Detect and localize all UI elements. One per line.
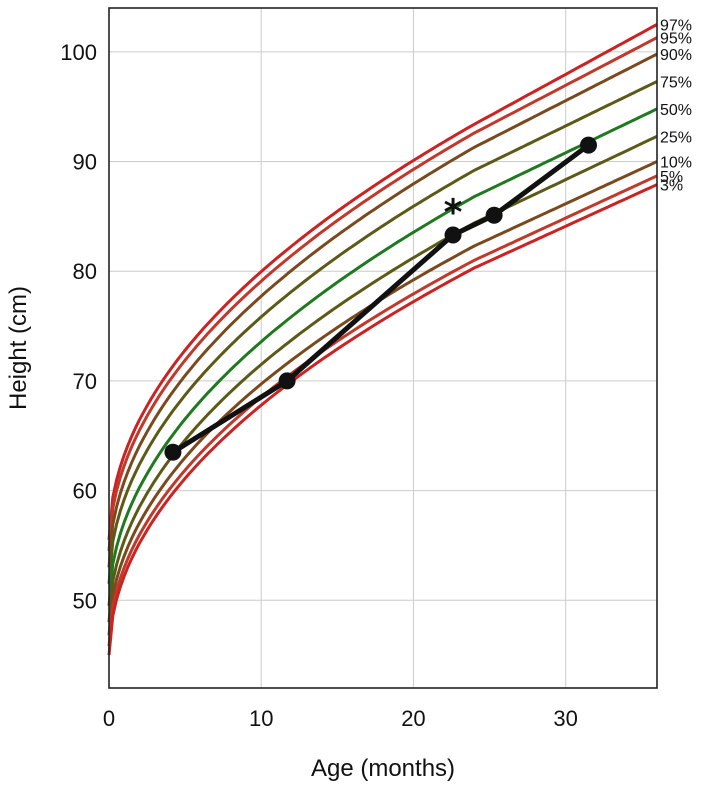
- y-tick-label: 50: [73, 588, 97, 613]
- data-point: [485, 206, 503, 224]
- percentile-curve: [107, 52, 658, 568]
- y-tick-label: 60: [73, 479, 97, 504]
- y-tick-label: 80: [73, 259, 97, 284]
- grid: [109, 8, 657, 688]
- percentile-label: 5%: [660, 169, 683, 186]
- percentile-label: 95%: [660, 31, 692, 48]
- y-tick-label: 70: [73, 369, 97, 394]
- percentile-label: 3%: [660, 178, 683, 195]
- axes: [108, 7, 658, 689]
- data-point: [580, 136, 597, 154]
- percentile-curve: [107, 23, 658, 541]
- data-point: [278, 372, 296, 390]
- percentile-curve: [107, 183, 658, 656]
- percentile-curve: [107, 36, 658, 552]
- percentile-curve: [107, 107, 658, 606]
- percentile-label: 75%: [660, 74, 692, 91]
- data-point: [444, 226, 462, 244]
- percentile-curve: [107, 160, 658, 636]
- percentile-label: 25%: [660, 129, 692, 146]
- annotation-marker: *: [444, 193, 463, 234]
- y-tick-label: 100: [60, 40, 97, 65]
- percentile-label: 90%: [660, 47, 692, 64]
- data-series: [164, 136, 597, 461]
- x-tick-label: 30: [553, 706, 577, 731]
- percentile-curve: [107, 174, 658, 647]
- plot-frame: [108, 7, 658, 689]
- y-axis-title: Height (cm): [5, 286, 32, 410]
- percentile-label: 10%: [660, 155, 692, 172]
- x-axis-title: Age (months): [311, 755, 455, 782]
- percentile-curve: [107, 134, 658, 623]
- percentile-label: 50%: [660, 102, 692, 119]
- x-tick-label: 20: [401, 706, 425, 731]
- y-tick-label: 90: [73, 150, 97, 175]
- data-point: [164, 443, 182, 461]
- x-tick-label: 0: [103, 706, 115, 731]
- percentile-curves: [107, 23, 658, 656]
- x-tick-label: 10: [249, 706, 273, 731]
- labels: 0 10 20 30 50 60 70 80 90 100 97%95%90% 75% 50% 25% 10…: [60, 17, 692, 731]
- percentile-curve: [107, 80, 658, 584]
- percentile-label: 97%: [660, 17, 692, 34]
